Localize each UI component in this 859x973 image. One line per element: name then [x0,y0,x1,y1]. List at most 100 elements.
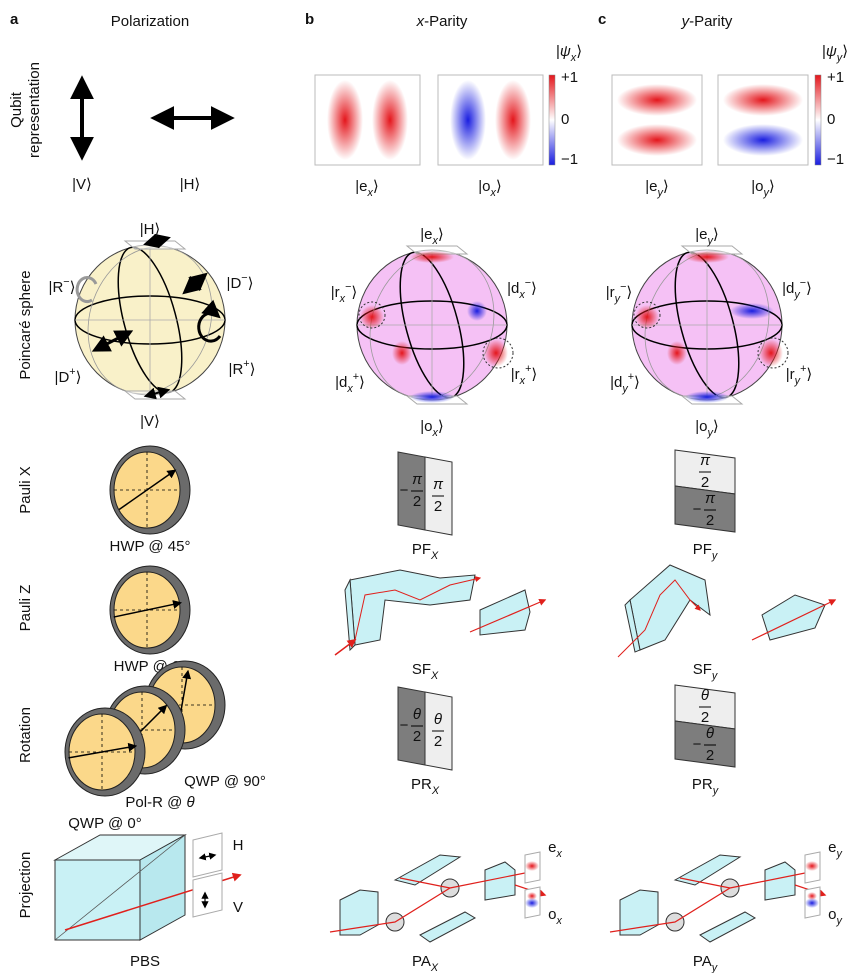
panel-title: Polarization [111,13,189,30]
element-label: QWP @ 0° [68,815,141,832]
state-label: |ey⟩ [695,226,719,247]
label-part: y [711,550,718,562]
state-label: |D+⟩ [55,366,82,386]
label-part: |D [55,369,70,386]
label-part: |d [335,374,347,391]
label-part: ⟩ [351,284,357,301]
element-label: PBS [130,953,160,970]
element-label: PRX [411,776,440,797]
label-part: V [233,899,243,916]
label-part: e [828,839,836,856]
state-label: |ey⟩ [645,178,669,199]
label-part: ⟩ [438,418,444,435]
label-part: y [614,293,621,305]
fraction-denominator: 2 [413,493,421,510]
state-label: |oy⟩ [751,178,775,199]
port-label: oy [828,906,842,927]
component [485,862,515,900]
label-part: y [793,289,800,301]
label-part: ⟩ [531,280,537,297]
label-part: y [711,670,718,682]
fraction-sign: − [400,717,409,734]
label-part: |V⟩ [72,176,92,193]
mode-lobe [723,124,803,156]
row-label: Pauli X [17,466,34,514]
component [420,912,475,942]
fraction-denominator: 2 [706,747,714,764]
state-label: |ox⟩ [420,418,444,439]
label-part: x [346,383,353,395]
state-label: |dy+⟩ [610,371,640,395]
fraction-denominator: 2 [701,709,709,726]
plane [125,391,185,399]
state-label: |R+⟩ [229,358,256,378]
label-part: ⟩ [626,284,632,301]
panel-letter: b [305,11,314,28]
label-part: SF [412,661,431,678]
colorbar-tick: −1 [561,151,578,168]
colorbar-tick: 0 [561,111,569,128]
label-part: ψ [560,43,571,60]
component [620,890,658,935]
label-part: ⟩ [70,279,76,296]
mode-lobe [527,892,537,900]
mode-lobe [372,80,408,160]
state-label: |D−⟩ [227,272,254,292]
label-part: ⟩ [713,226,719,243]
mode-lobe [685,251,729,263]
label-part: ⟩ [531,366,537,383]
port-label: V [233,899,243,916]
fraction-numerator: θ [413,706,421,723]
label-part: |R [49,279,64,296]
label-part: PF [412,541,431,558]
state-label: |oy⟩ [695,418,719,439]
state-label: |H⟩ [180,176,201,193]
label-part: X [430,550,439,562]
colorbar-tick: −1 [827,151,844,168]
label-part: |o [420,418,432,435]
state-label: |ox⟩ [478,178,502,199]
label-part: |e [695,226,707,243]
mode-lobe [450,80,486,160]
port-label: ox [548,906,562,927]
state-label: |ex⟩ [420,226,444,247]
element-label: PRy [692,776,719,797]
label-part: ⟩ [769,178,775,195]
state-label: |ex⟩ [355,178,379,199]
label-part: y [711,962,718,973]
fraction-sign: − [400,482,409,499]
mode-lobe [723,84,803,116]
fraction-denominator: 2 [413,728,421,745]
mode-lobe [467,301,487,321]
label-part: y [712,785,719,797]
fraction-numerator: θ [434,711,442,728]
fraction-numerator: θ [706,725,714,742]
label-part: |R [229,361,244,378]
label-part: |o [478,178,490,195]
mode-lobe [410,391,454,403]
row-label: Pauli Z [17,585,34,632]
element-label: Pol-R @ θ [125,794,194,811]
label-part: X [431,785,440,797]
element-label: PAX [412,953,439,973]
fraction-denominator: 2 [706,512,714,529]
component [340,890,378,935]
mode-lobe [495,80,531,160]
label-part: Pol-R @ [125,794,186,811]
label-part: |D [227,275,242,292]
row-label: representation [26,62,43,158]
colorbar-tick: 0 [827,111,835,128]
mode-lobe [667,341,687,365]
component [700,912,755,942]
label-part: ⟩ [250,361,256,378]
element-label: SFy [693,661,718,682]
colorbar [549,75,555,165]
label-part: o [828,906,836,923]
mode-lobe [617,84,697,116]
fraction-denominator: 2 [434,498,442,515]
prism [762,595,825,640]
port-label: ey [828,839,842,860]
state-label: |ry−⟩ [606,281,632,305]
label-part: |d [507,280,519,297]
mode-lobe [617,124,697,156]
